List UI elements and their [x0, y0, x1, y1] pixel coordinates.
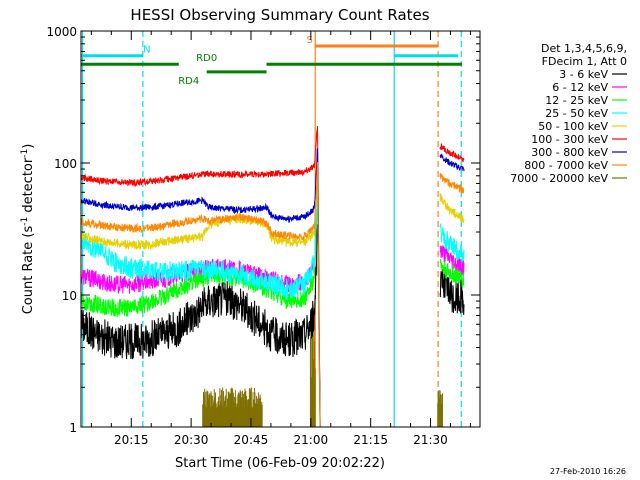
y-axis-label-main: Count Rate (s: [21, 226, 36, 315]
burst-cluster: [437, 389, 443, 427]
plot-frame: [80, 30, 481, 428]
legend-entry-label: 50 - 100 keV: [538, 120, 608, 133]
series-line-post: [439, 193, 465, 223]
legend-header-line-2: FDecim 1, Att 0: [542, 55, 627, 68]
legend-entry-label: 300 - 800 keV: [531, 146, 608, 159]
y-tick-label: 1000: [46, 25, 77, 39]
series-line: [81, 224, 321, 427]
series-line: [81, 177, 321, 427]
legend: Det 1,3,4,5,6,9, FDecim 1, Att 0 3 - 6 k…: [510, 42, 627, 185]
y-axis-label-sup1: -1: [20, 217, 30, 226]
x-axis-label: Start Time (06-Feb-09 20:02:22): [175, 456, 385, 471]
y-axis-label-mid: detector: [21, 157, 36, 217]
series-line: [81, 148, 321, 427]
series-line-post: [439, 258, 465, 289]
chart-title: HESSI Observing Summary Count Rates: [130, 6, 429, 24]
y-tick-label: 100: [54, 157, 77, 171]
legend-entry-label: 12 - 25 keV: [545, 94, 608, 107]
x-tick-label: 20:45: [234, 433, 269, 447]
x-tick-label: 21:00: [294, 433, 329, 447]
legend-entry-label: 6 - 12 keV: [552, 81, 608, 94]
vertical-markers: [81, 31, 462, 427]
series-line-post: [439, 223, 465, 263]
burst-cluster: [202, 387, 263, 427]
series-line: [81, 187, 321, 427]
flag-label: N: [143, 45, 150, 56]
burst-cluster: [309, 324, 316, 427]
legend-header-line-1: Det 1,3,4,5,6,9,: [541, 42, 627, 55]
legend-entry-label: 100 - 300 keV: [531, 133, 608, 146]
flag-label: RD0: [196, 53, 217, 64]
legend-entry-label: 800 - 7000 keV: [524, 159, 608, 172]
flag-label: S: [306, 35, 312, 46]
x-axis: 20:15 20:30 20:45 21:00 21:15 21:30: [90, 31, 471, 447]
attenuator-bursts: [202, 324, 443, 427]
y-tick-label: 1: [69, 421, 77, 435]
series-line-post: [439, 269, 465, 316]
series-line: [81, 125, 321, 427]
series-line-post: [439, 143, 465, 163]
y-axis-label: Count Rate (s-1 detector-1): [20, 144, 36, 315]
x-tick-label: 21:15: [353, 433, 388, 447]
series-lines: [81, 125, 465, 427]
series-line: [81, 161, 321, 427]
footer-timestamp: 27-Feb-2010 16:26: [550, 467, 626, 476]
y-axis-label-end: ): [21, 144, 36, 149]
state-flags: N S RD0 RD4: [81, 35, 463, 87]
x-tick-label: 20:15: [114, 433, 149, 447]
flag-label: RD4: [178, 76, 199, 87]
y-axis: 1 10 100 1000: [46, 25, 480, 435]
y-axis-label-sup2: -1: [20, 149, 30, 158]
legend-entry-label: 25 - 50 keV: [545, 107, 608, 120]
series-line-post: [439, 173, 465, 194]
series-line: [81, 190, 321, 427]
plot-area: N S RD0 RD4: [80, 30, 481, 428]
legend-entry-label: 3 - 6 keV: [559, 68, 608, 81]
legend-entry-label: 7000 - 20000 keV: [510, 172, 608, 185]
x-tick-label: 21:30: [413, 433, 448, 447]
y-tick-label: 10: [62, 289, 77, 303]
series-line-post: [439, 245, 465, 276]
series-line-post: [439, 153, 465, 172]
x-tick-label: 20:30: [174, 433, 209, 447]
